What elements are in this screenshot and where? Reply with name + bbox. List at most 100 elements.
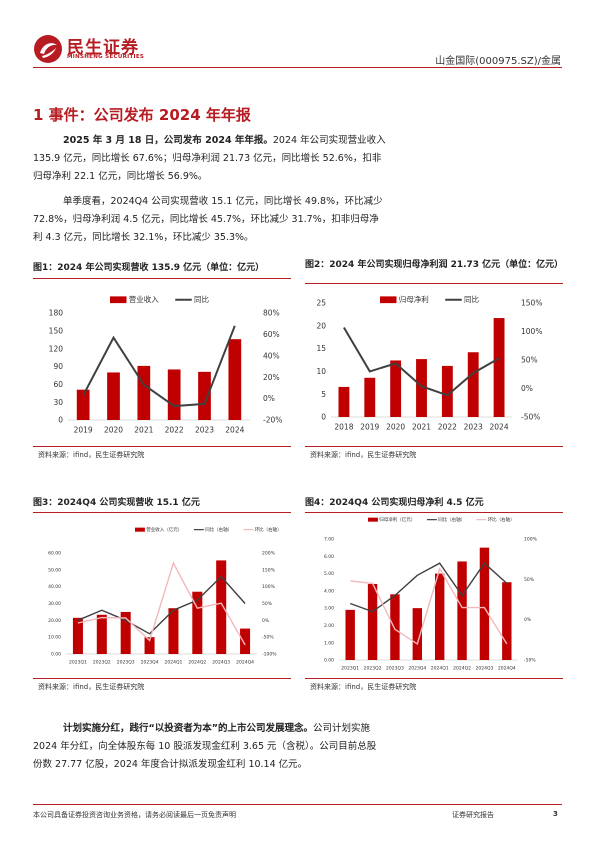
fig3-right-tick-label: 50%: [262, 601, 273, 607]
fig1-legend-label: 营业收入: [129, 294, 159, 304]
fig1-right-tick-label: 40%: [263, 351, 280, 360]
fig4-right-tick-label: 100%: [524, 537, 538, 543]
fig2-line-yoy: [343, 326, 500, 397]
paragraph-text: 135.9 亿元，同比增长 67.6%；归母净利润 21.73 亿元，同比增长 …: [33, 153, 382, 164]
fig4-right-tick-label: 0%: [524, 617, 532, 623]
fig4-bar: [434, 573, 445, 660]
fig1-right-tick-label: 0%: [263, 394, 275, 403]
paragraph-text: 公司计划实施: [313, 723, 371, 734]
fig2-category-label: 2021: [412, 423, 431, 432]
fig3-category-label: 2024Q4: [236, 660, 254, 666]
fig1-left-tick-label: 0: [58, 416, 63, 425]
stock-label: 山金国际(000975.SZ)/金属: [435, 56, 561, 67]
fig3-legend-bar-swatch: [135, 527, 145, 532]
fig3-right-tick-label: -50%: [262, 635, 274, 641]
fig4-bar: [412, 608, 423, 660]
fig4-legend-bar-swatch: [368, 517, 378, 522]
fig3-right-tick-label: 200%: [262, 551, 276, 557]
page-number: 3: [553, 810, 558, 818]
brand-name-cn: 民生证券: [67, 38, 139, 58]
fig3-legend-label: 环比（右轴）: [255, 526, 282, 533]
fig4-bar: [390, 594, 400, 660]
figure-1-top-rule: [33, 278, 291, 279]
fig4-right-tick-label: -50%: [524, 658, 536, 664]
fig3-right-tick-label: -100%: [262, 652, 277, 658]
fig1-legend-bar-swatch: [110, 296, 127, 304]
footer-disclaimer: 本公司具备证券投资咨询业务资格，请务必阅读最后一页免责声明: [33, 811, 236, 819]
fig1-bar: [167, 369, 181, 420]
figure-4-top-rule: [305, 512, 563, 513]
fig1-category-label: 2024: [225, 426, 244, 435]
figure-3-top-rule: [33, 512, 291, 513]
fig4-left-tick-label: 3.00: [324, 606, 334, 612]
fig3-category-label: 2023Q4: [141, 660, 159, 666]
fig1-bar: [198, 371, 211, 420]
fig2-left-tick-label: 25: [316, 299, 326, 308]
fig2-category-label: 2018: [334, 423, 353, 432]
figure-4-source: 资料来源：ifind，民生证券研究院: [310, 683, 417, 691]
fig4-category-label: 2024Q3: [476, 666, 494, 672]
fig4-category-label: 2023Q4: [408, 666, 426, 672]
fig1-bar: [107, 372, 120, 420]
fig3-line-yoy: [77, 575, 246, 635]
fig3-category-label: 2024Q2: [188, 660, 206, 666]
fig1-category-label: 2020: [104, 426, 123, 435]
fig2-right-tick-label: 100%: [521, 327, 542, 336]
fig2-left-tick-label: 10: [316, 367, 326, 376]
fig2-legend-bar-swatch: [380, 296, 397, 304]
fig4-legend-label: 环比（右轴）: [488, 516, 515, 523]
fig2-bar: [364, 377, 376, 417]
fig2-right-tick-label: 0%: [521, 384, 533, 393]
fig4-category-label: 2023Q2: [364, 666, 382, 672]
figure-4-title: 图4：2024Q4 公司实现归母净利 4.5 亿元: [305, 498, 484, 508]
fig1-bar: [137, 365, 151, 420]
fig2-bar: [493, 318, 505, 417]
fig3-legend-label: 营业收入（亿元）: [146, 526, 182, 533]
figure-2-bottom-rule: [305, 446, 563, 447]
paragraph-text: 利 4.3 亿元，同比增长 32.1%，环比减少 35.3%。: [33, 232, 254, 243]
fig1-left-tick-label: 150: [49, 326, 64, 335]
fig1-left-tick-label: 60: [53, 380, 63, 389]
fig2-category-label: 2019: [360, 423, 379, 432]
fig4-line-qoq: [350, 567, 508, 645]
fig2-left-tick-label: 20: [316, 321, 326, 330]
fig2-bar: [467, 352, 479, 417]
fig2-left-tick-label: 0: [321, 413, 326, 422]
paragraph-text: 2024 年分红，向全体股东每 10 股派发现金红利 3.65 元（含税）。公司…: [33, 741, 377, 752]
fig3-bar: [72, 617, 83, 654]
fig3-left-tick-label: 20.00: [48, 618, 61, 624]
fig4-left-tick-label: 7.00: [324, 537, 334, 543]
fig1-category-label: 2019: [74, 426, 93, 435]
fig2-category-label: 2024: [490, 423, 509, 432]
fig3-bar: [120, 611, 131, 654]
fig4-left-tick-label: 5.00: [324, 571, 334, 577]
fig3-category-label: 2024Q3: [212, 660, 230, 666]
fig1-left-tick-label: 120: [49, 344, 64, 353]
fig4-category-label: 2023Q3: [386, 666, 404, 672]
fig3-bar: [216, 560, 227, 654]
fig3-right-tick-label: 0%: [262, 618, 270, 624]
fig3-category-label: 2024Q1: [165, 660, 183, 666]
paragraph-text: 归母净利 22.1 亿元，同比增长 56.9%。: [33, 171, 208, 182]
fig3-left-tick-label: 0.00: [51, 652, 61, 658]
footer-report-type: 证券研究报告: [452, 811, 494, 819]
fig2-right-tick-label: 150%: [521, 299, 542, 308]
fig1-category-label: 2022: [165, 426, 184, 435]
fig4-left-tick-label: 6.00: [324, 554, 334, 560]
fig3-bar: [96, 614, 107, 654]
fig3-category-label: 2023Q2: [93, 660, 111, 666]
fig4-left-tick-label: 4.00: [324, 588, 334, 594]
paragraph-lead: 2025 年 3 月 18 日，公司发布 2024 年年报。: [63, 135, 273, 146]
fig1-right-tick-label: 20%: [263, 373, 280, 382]
fig4-category-label: 2024Q4: [498, 666, 516, 672]
figure-1-source: 资料来源：ifind，民生证券研究院: [38, 451, 145, 459]
fig4-left-tick-label: 1.00: [324, 640, 334, 646]
paragraph-text: 单季度看，2024Q4 公司实现营收 15.1 亿元，同比增长 49.8%，环比…: [63, 196, 383, 207]
paragraph-dividend: 计划实施分红，践行“以投资者为本”的上市公司发展理念。公司计划实施 2024 年…: [33, 720, 563, 774]
fig2-left-tick-label: 15: [316, 344, 326, 353]
paragraph-text: 2024 年公司实现营业收入: [272, 135, 386, 146]
fig3-left-tick-label: 50.00: [48, 567, 61, 573]
fig2-legend-label: 归母净利: [399, 294, 429, 304]
figure-1-title: 图1：2024 年公司实现营收 135.9 亿元（单位：亿元）: [33, 263, 265, 273]
